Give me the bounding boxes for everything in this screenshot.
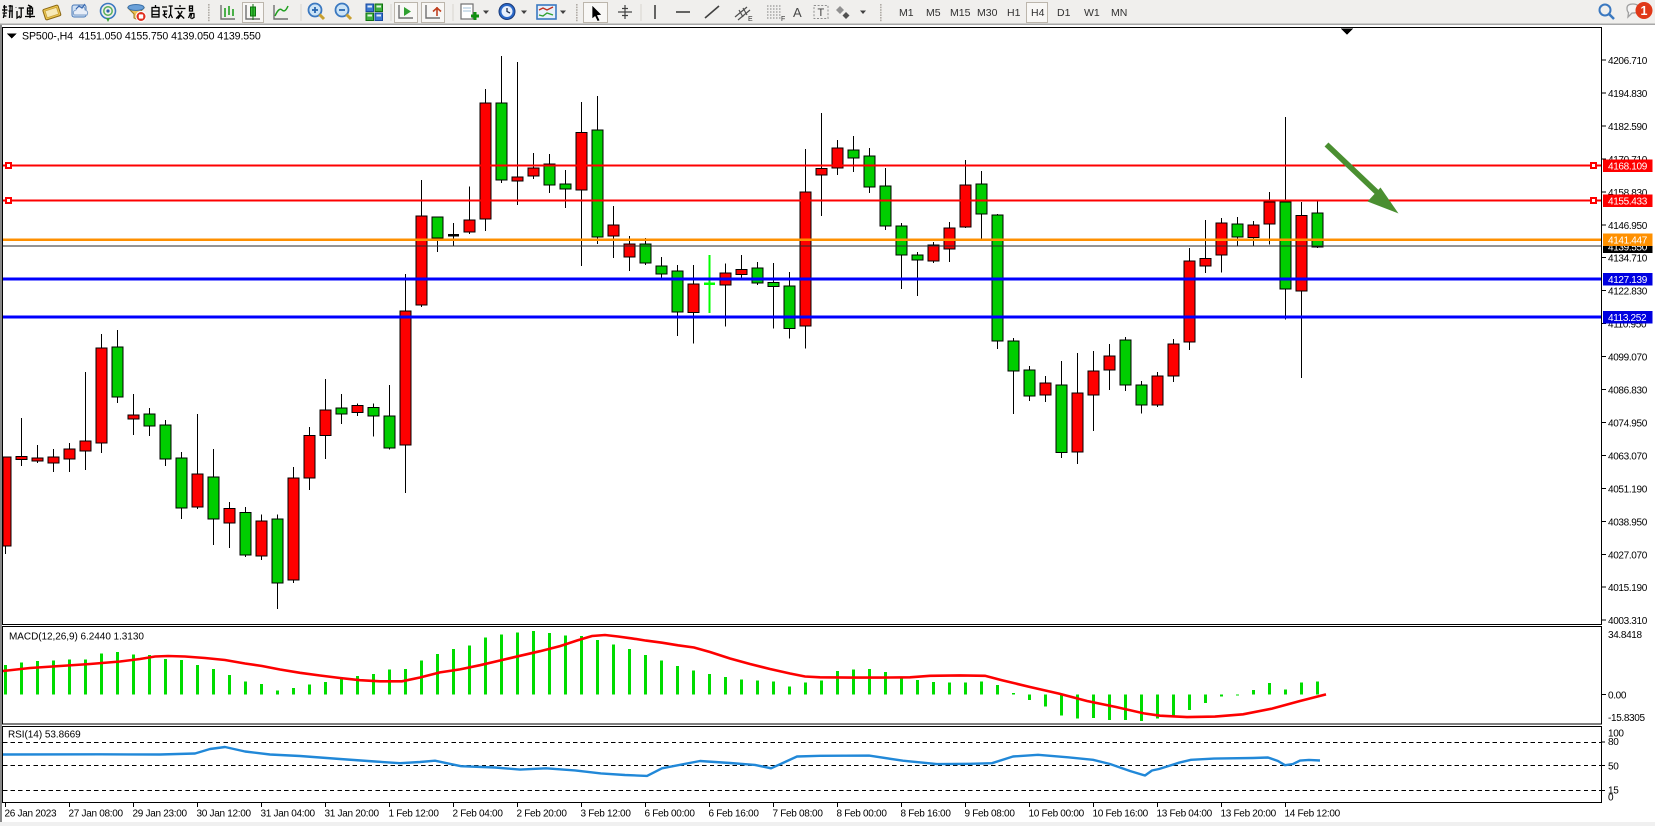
svg-text:M30: M30 <box>977 7 998 19</box>
svg-text:29 Jan 23:00: 29 Jan 23:00 <box>133 809 188 820</box>
svg-text:T: T <box>818 7 825 19</box>
svg-text:RSI(14) 53.8669: RSI(14) 53.8669 <box>8 730 81 741</box>
svg-text:4168.109: 4168.109 <box>1608 162 1648 173</box>
svg-text:0.00: 0.00 <box>1608 691 1627 702</box>
svg-text:3 Feb 12:00: 3 Feb 12:00 <box>581 809 632 820</box>
svg-text:4113.252: 4113.252 <box>1608 313 1647 324</box>
svg-text:4146.950: 4146.950 <box>1608 221 1648 232</box>
svg-text:4141.447: 4141.447 <box>1608 236 1648 247</box>
svg-text:SP500-,H4 4151.050 4155.750 4: SP500-,H4 4151.050 4155.750 4139.050 413… <box>22 31 261 43</box>
svg-text:4127.139: 4127.139 <box>1608 275 1648 286</box>
svg-text:H4: H4 <box>1031 7 1045 19</box>
svg-text:4015.190: 4015.190 <box>1608 583 1648 594</box>
svg-text:34.8418: 34.8418 <box>1608 630 1642 641</box>
svg-text:4134.710: 4134.710 <box>1608 254 1648 265</box>
svg-text:8 Feb 16:00: 8 Feb 16:00 <box>901 809 952 820</box>
svg-text:4158.830: 4158.830 <box>1608 188 1648 199</box>
svg-text:4110.950: 4110.950 <box>1608 320 1647 331</box>
svg-text:4122.830: 4122.830 <box>1608 287 1648 298</box>
svg-text:31 Jan 04:00: 31 Jan 04:00 <box>261 809 316 820</box>
svg-text:4003.310: 4003.310 <box>1608 616 1648 627</box>
svg-text:6 Feb 16:00: 6 Feb 16:00 <box>709 809 760 820</box>
svg-text:0: 0 <box>1608 793 1614 804</box>
svg-text:9 Feb 08:00: 9 Feb 08:00 <box>965 809 1016 820</box>
svg-text:4099.070: 4099.070 <box>1608 353 1648 364</box>
svg-text:1 Feb 12:00: 1 Feb 12:00 <box>389 809 440 820</box>
svg-text:15: 15 <box>1608 786 1619 797</box>
svg-text:13 Feb 04:00: 13 Feb 04:00 <box>1157 809 1213 820</box>
svg-text:4027.070: 4027.070 <box>1608 550 1648 561</box>
svg-text:100: 100 <box>1608 729 1624 740</box>
svg-text:80: 80 <box>1608 737 1619 748</box>
svg-text:MN: MN <box>1111 7 1127 19</box>
svg-text:4182.590: 4182.590 <box>1608 122 1648 133</box>
svg-text:2 Feb 04:00: 2 Feb 04:00 <box>453 809 504 820</box>
svg-text:4074.950: 4074.950 <box>1608 418 1648 429</box>
svg-text:10 Feb 16:00: 10 Feb 16:00 <box>1093 809 1149 820</box>
svg-text:F: F <box>781 16 785 23</box>
svg-text:27 Jan 08:00: 27 Jan 08:00 <box>69 809 124 820</box>
svg-text:13 Feb 20:00: 13 Feb 20:00 <box>1221 809 1277 820</box>
svg-text:W1: W1 <box>1084 7 1100 19</box>
svg-text:14 Feb 12:00: 14 Feb 12:00 <box>1285 809 1341 820</box>
svg-text:M5: M5 <box>926 7 941 19</box>
svg-text:4063.070: 4063.070 <box>1608 451 1648 462</box>
svg-text:26 Jan 2023: 26 Jan 2023 <box>5 809 57 820</box>
svg-text:4139.550: 4139.550 <box>1608 243 1648 254</box>
svg-text:1: 1 <box>1641 4 1648 18</box>
svg-text:4206.710: 4206.710 <box>1608 56 1648 67</box>
svg-text:8 Feb 00:00: 8 Feb 00:00 <box>837 809 888 820</box>
svg-text:M15: M15 <box>950 7 971 19</box>
svg-text:E: E <box>748 16 753 23</box>
svg-text:H1: H1 <box>1007 7 1021 19</box>
svg-text:-15.8305: -15.8305 <box>1608 713 1645 724</box>
svg-text:30 Jan 12:00: 30 Jan 12:00 <box>197 809 252 820</box>
svg-text:4051.190: 4051.190 <box>1608 484 1648 495</box>
svg-text:2 Feb 20:00: 2 Feb 20:00 <box>517 809 568 820</box>
svg-text:7 Feb 08:00: 7 Feb 08:00 <box>773 809 824 820</box>
svg-text:4194.830: 4194.830 <box>1608 89 1648 100</box>
svg-text:A: A <box>793 5 802 20</box>
svg-text:4038.950: 4038.950 <box>1608 517 1648 528</box>
svg-text:10 Feb 00:00: 10 Feb 00:00 <box>1029 809 1085 820</box>
svg-text:50: 50 <box>1608 762 1619 773</box>
svg-text:31 Jan 20:00: 31 Jan 20:00 <box>325 809 380 820</box>
svg-text:4155.433: 4155.433 <box>1608 197 1648 208</box>
svg-text:D1: D1 <box>1057 7 1071 19</box>
svg-text:MACD(12,26,9) 6.2440 1.3130: MACD(12,26,9) 6.2440 1.3130 <box>9 632 144 643</box>
svg-text:4086.830: 4086.830 <box>1608 386 1648 397</box>
svg-text:M1: M1 <box>899 7 914 19</box>
svg-text:6 Feb 00:00: 6 Feb 00:00 <box>645 809 696 820</box>
